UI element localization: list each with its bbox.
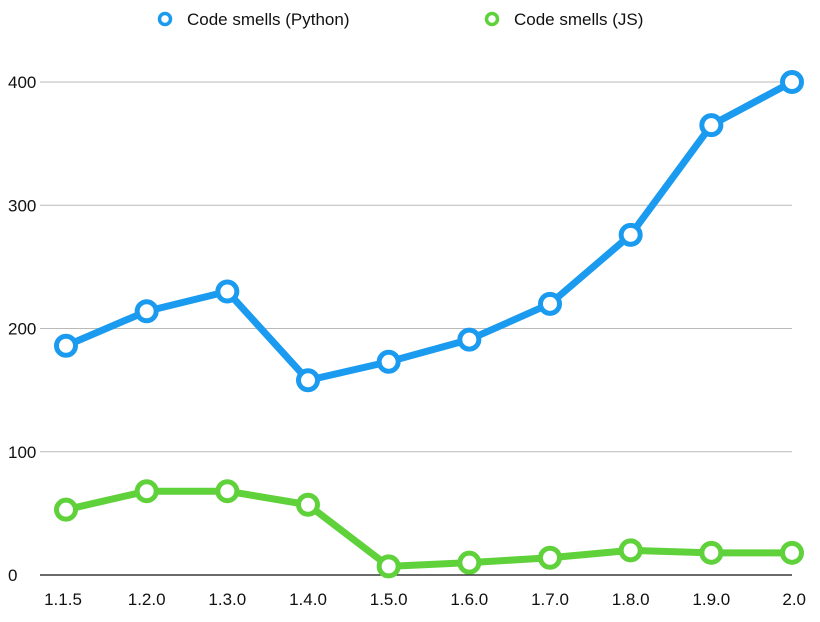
data-point (54, 333, 78, 358)
legend: Code smells (Python) Code smells (JS) (157, 10, 643, 29)
x-tick-label: 1.5.0 (370, 590, 408, 609)
data-point (457, 327, 482, 352)
data-point (215, 479, 240, 504)
legend-label-js: Code smells (JS) (514, 10, 643, 29)
legend-label-python: Code smells (Python) (187, 10, 350, 29)
legend-marker-python (157, 11, 173, 27)
legend-marker-js (484, 11, 500, 27)
data-point (618, 538, 643, 563)
data-point (538, 291, 562, 316)
y-axis-ticks: 0 100 200 300 400 (8, 73, 36, 585)
y-tick-label: 300 (8, 196, 36, 215)
series-layer (54, 70, 804, 579)
y-tick-label: 200 (8, 320, 36, 339)
data-point (134, 299, 159, 324)
x-tick-label: 1.2.0 (128, 590, 166, 609)
data-point (376, 554, 401, 579)
x-tick-label: 1.1.5 (44, 590, 82, 609)
x-axis-ticks: 1.1.5 1.2.0 1.3.0 1.4.0 1.5.0 1.6.0 1.7.0 1.8.0… (44, 590, 806, 609)
series-line-1 (62, 487, 796, 570)
x-tick-label: 2.0 (782, 590, 806, 609)
data-point (780, 540, 804, 565)
data-point (457, 550, 482, 575)
data-point (296, 492, 320, 517)
data-point (780, 70, 804, 94)
x-tick-label: 1.4.0 (289, 590, 327, 609)
data-point (296, 368, 320, 393)
x-tick-label: 1.8.0 (612, 590, 650, 609)
y-tick-label: 0 (8, 566, 17, 585)
data-point (54, 497, 78, 522)
data-point (699, 113, 724, 138)
data-point (538, 545, 562, 570)
data-point (215, 279, 240, 304)
x-tick-label: 1.3.0 (208, 590, 246, 609)
data-point (618, 222, 643, 247)
gridlines (40, 81, 792, 576)
data-point (699, 540, 724, 565)
legend-item-python: Code smells (Python) (157, 10, 350, 29)
x-tick-label: 1.9.0 (692, 590, 730, 609)
legend-item-js: Code smells (JS) (484, 10, 643, 29)
series-line-0 (62, 78, 796, 384)
y-tick-label: 400 (8, 73, 36, 92)
data-point (376, 349, 401, 374)
x-tick-label: 1.7.0 (531, 590, 569, 609)
x-tick-label: 1.6.0 (450, 590, 488, 609)
y-tick-label: 100 (8, 443, 36, 462)
data-point (134, 479, 159, 504)
